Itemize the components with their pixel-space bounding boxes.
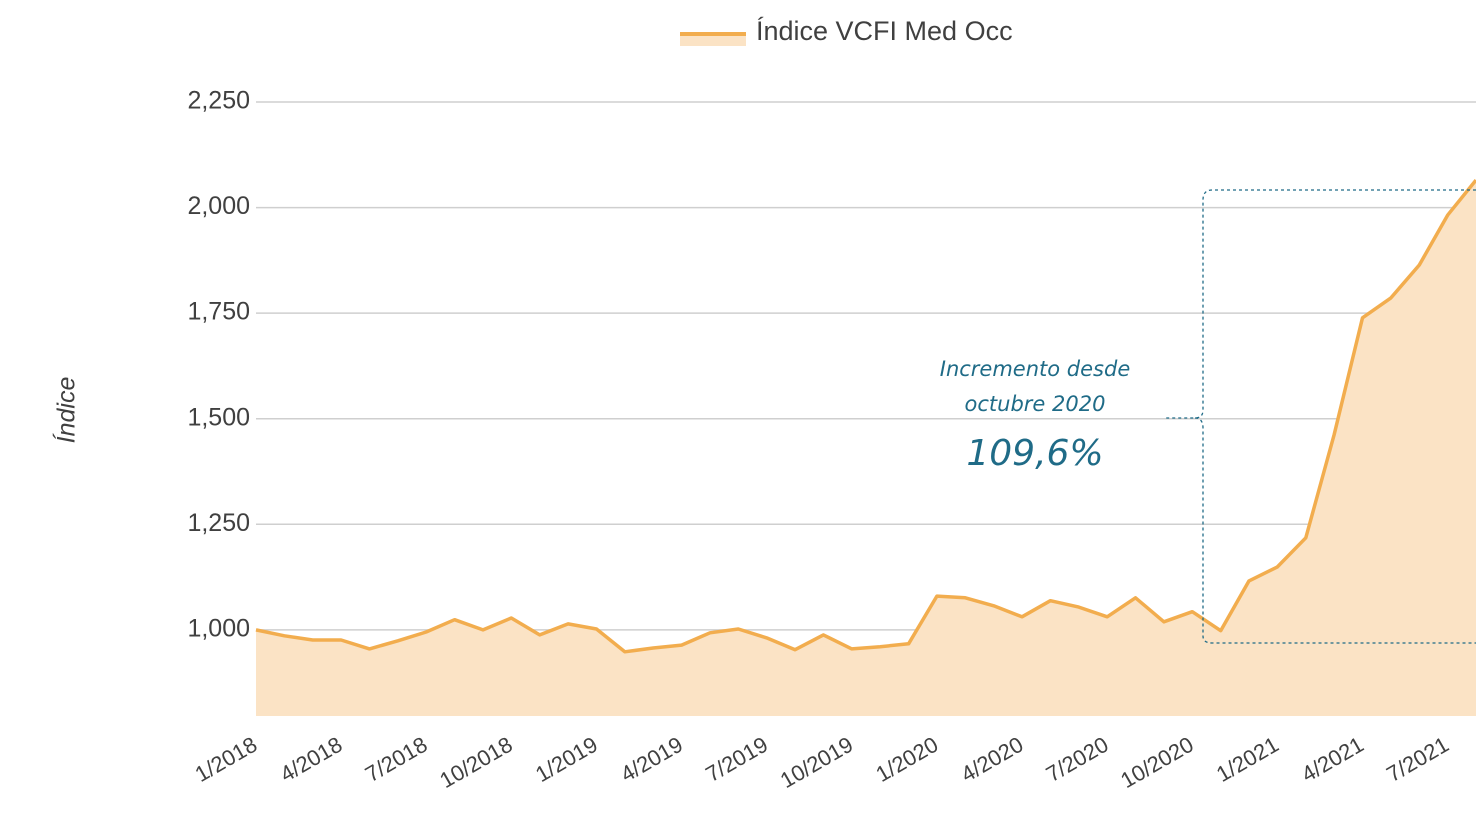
annotation-text: octubre 2020 — [965, 392, 1106, 416]
annotation-bracket — [1165, 189, 1476, 644]
legend: Índice VCFI Med Occ — [680, 16, 1013, 46]
y-tick-label: 2,250 — [187, 87, 250, 115]
x-tick-label: 1/2019 — [531, 732, 602, 787]
y-tick-label: 1,000 — [187, 614, 250, 642]
x-tick-label: 10/2019 — [776, 732, 857, 793]
x-tick-label: 10/2020 — [1116, 732, 1197, 793]
y-tick-label: 1,250 — [187, 509, 250, 537]
x-tick-label: 1/2018 — [191, 732, 262, 787]
x-tick-label: 7/2021 — [1382, 732, 1453, 787]
legend-label: Índice VCFI Med Occ — [756, 16, 1013, 46]
x-tick-label: 4/2020 — [957, 732, 1028, 787]
x-tick-label: 4/2018 — [276, 732, 347, 787]
bracket-upper — [1165, 189, 1476, 419]
x-tick-label: 7/2018 — [361, 732, 432, 787]
x-tick-label: 7/2020 — [1042, 732, 1113, 787]
y-axis-title: Índice — [52, 377, 81, 444]
line — [255, 178, 1476, 654]
x-tick-label: 1/2020 — [872, 732, 943, 787]
y-tick-label: 1,500 — [187, 403, 250, 431]
x-tick-label: 7/2019 — [701, 732, 772, 787]
area-fill — [256, 180, 1476, 717]
legend-swatch-fill — [680, 34, 746, 46]
x-tick-label: 1/2021 — [1212, 732, 1283, 787]
y-tick-label: 1,750 — [187, 298, 250, 326]
annotation-value: 109,6% — [966, 433, 1103, 474]
plot-area: 1,000 1,250 1,500 1,750 2,000 2,250 1/2018 4/20… — [187, 87, 1476, 793]
bracket-lower — [1194, 417, 1476, 644]
x-tick-label: 10/2018 — [435, 732, 516, 793]
x-tick-label: 4/2019 — [616, 732, 687, 787]
y-tick-label: 2,000 — [187, 192, 250, 220]
x-tick-label: 4/2021 — [1297, 732, 1368, 787]
annotation-text: Incremento desde — [940, 357, 1131, 381]
